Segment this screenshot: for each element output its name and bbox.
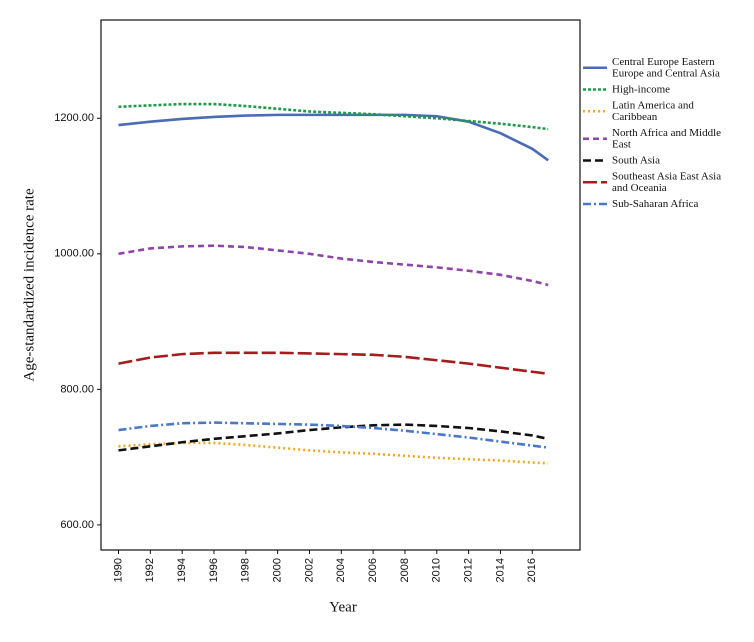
x-tick-label: 1996 — [208, 558, 220, 582]
y-tick-label: 1200.00 — [54, 112, 94, 124]
series-line — [118, 113, 549, 162]
x-tick-label: 2002 — [303, 558, 315, 582]
series-line — [118, 244, 549, 287]
legend-line: East — [612, 138, 631, 150]
legend-line: High-income — [612, 83, 670, 95]
x-tick-label: 1994 — [176, 558, 188, 582]
series-line — [118, 441, 549, 465]
x-tick-label: 2010 — [431, 558, 443, 582]
legend-line: North Africa and Middle — [612, 127, 721, 139]
y-tick-label: 1000.00 — [54, 248, 94, 260]
x-tick-label: 1992 — [144, 558, 156, 582]
legend-label: North Africa and Middle East — [612, 127, 721, 151]
legend-label: Sub-Saharan Africa — [612, 198, 699, 210]
legend-label: Latin America and Caribbean — [612, 99, 694, 123]
legend-label: South Asia — [612, 154, 660, 166]
legend-label: High-income — [612, 83, 670, 95]
legend-line: and Oceania — [612, 182, 667, 194]
y-tick-label: 800.00 — [60, 383, 94, 395]
x-tick-label: 2004 — [335, 558, 347, 582]
series-line — [118, 351, 549, 376]
x-tick-label: 1990 — [112, 558, 124, 582]
x-tick-label: 2008 — [399, 558, 411, 582]
series-line — [118, 102, 549, 131]
x-tick-label: 2006 — [367, 558, 379, 582]
x-tick-label: 2014 — [494, 558, 506, 582]
x-tick-label: 2000 — [272, 558, 284, 582]
x-tick-label: 1998 — [240, 558, 252, 582]
series-line — [118, 423, 549, 452]
y-tick-label: 600.00 — [60, 519, 94, 531]
legend-line: Central Europe Eastern — [612, 56, 715, 68]
legend-line: Europe and Central Asia — [612, 67, 720, 79]
legend-line: Sub-Saharan Africa — [612, 198, 699, 210]
legend-line: South Asia — [612, 154, 660, 166]
x-tick-label: 2016 — [526, 558, 538, 582]
plot-frame — [100, 19, 581, 551]
legend-label: Southeast Asia East Asia and Oceania — [612, 170, 721, 194]
y-axis-label: Age-standardized incidence rate — [21, 188, 37, 382]
legend-line: Caribbean — [612, 111, 658, 123]
series-line — [118, 421, 549, 449]
x-axis-label: Year — [329, 599, 357, 615]
legend-line: Southeast Asia East Asia — [612, 170, 721, 182]
legend-line: Latin America and — [612, 99, 694, 111]
legend-label: Central Europe Eastern Europe and Central… — [612, 56, 720, 80]
x-tick-label: 2012 — [463, 558, 475, 582]
